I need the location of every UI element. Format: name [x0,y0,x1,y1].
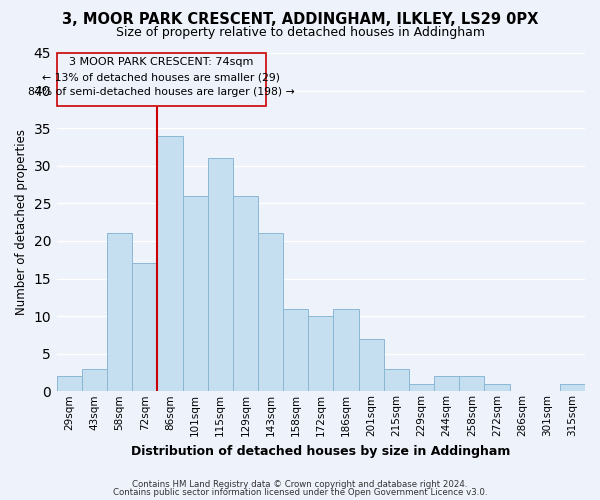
Text: Contains HM Land Registry data © Crown copyright and database right 2024.: Contains HM Land Registry data © Crown c… [132,480,468,489]
Bar [258,234,283,392]
Bar [484,384,509,392]
Y-axis label: Number of detached properties: Number of detached properties [15,129,28,315]
Bar [334,308,359,392]
Bar [208,158,233,392]
Bar [182,196,208,392]
Bar [233,196,258,392]
Bar [157,136,182,392]
Bar [82,368,107,392]
Text: Size of property relative to detached houses in Addingham: Size of property relative to detached ho… [115,26,485,39]
Bar [107,234,132,392]
Text: 87% of semi-detached houses are larger (198) →: 87% of semi-detached houses are larger (… [28,87,295,97]
Text: Contains public sector information licensed under the Open Government Licence v3: Contains public sector information licen… [113,488,487,497]
Bar [132,264,157,392]
X-axis label: Distribution of detached houses by size in Addingham: Distribution of detached houses by size … [131,444,511,458]
Bar [308,316,334,392]
Bar [459,376,484,392]
Text: ← 13% of detached houses are smaller (29): ← 13% of detached houses are smaller (29… [42,72,280,82]
Bar [359,338,384,392]
Text: 3, MOOR PARK CRESCENT, ADDINGHAM, ILKLEY, LS29 0PX: 3, MOOR PARK CRESCENT, ADDINGHAM, ILKLEY… [62,12,538,28]
Text: 3 MOOR PARK CRESCENT: 74sqm: 3 MOOR PARK CRESCENT: 74sqm [69,57,253,67]
Bar [560,384,585,392]
Bar [283,308,308,392]
Bar [384,368,409,392]
Bar [409,384,434,392]
Bar [57,376,82,392]
FancyBboxPatch shape [57,53,266,106]
Bar [434,376,459,392]
